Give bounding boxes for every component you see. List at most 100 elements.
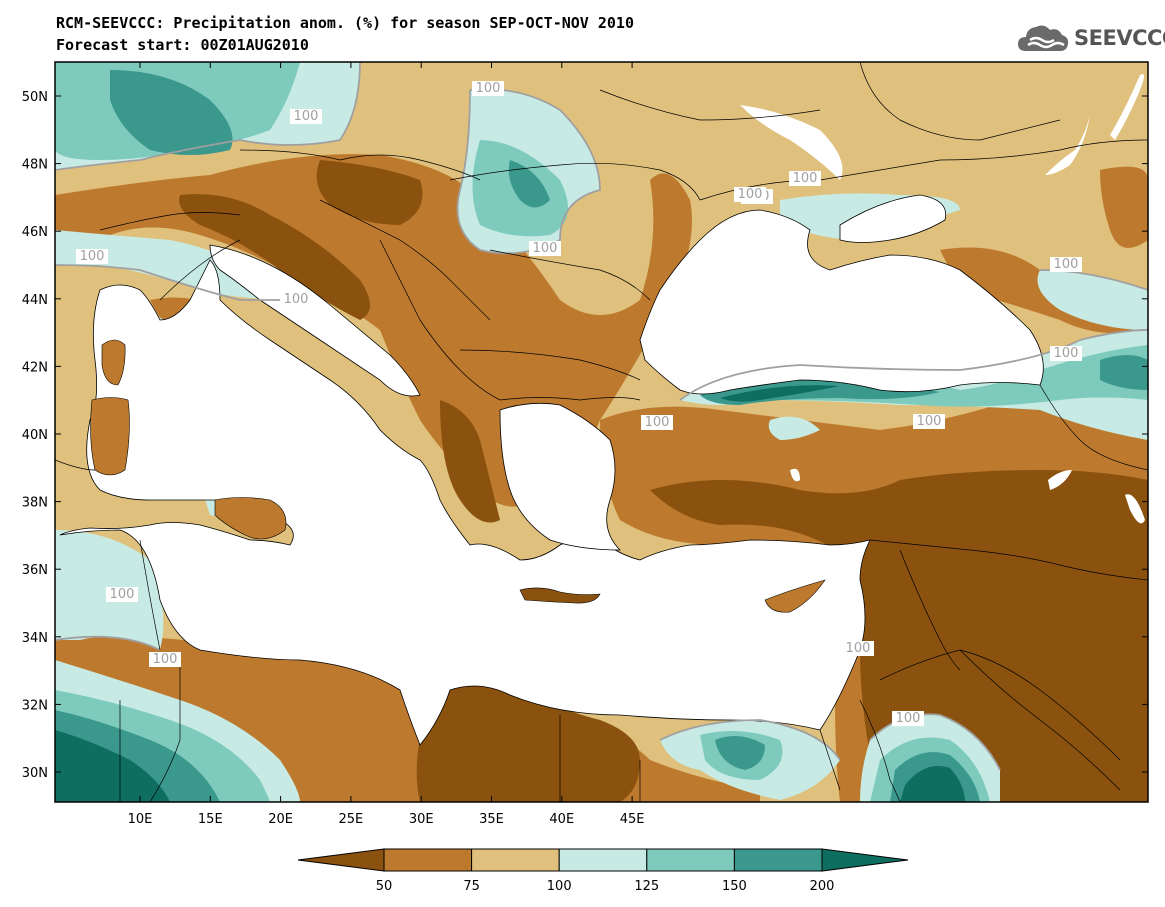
contour-label-bg xyxy=(892,711,924,726)
contour-label: 100 xyxy=(1054,346,1079,361)
lat-tick-label: 30N xyxy=(22,766,48,781)
lat-tick-label: 40N xyxy=(22,428,48,443)
island-cyprus xyxy=(764,579,826,613)
colorbar-label: 200 xyxy=(810,879,835,894)
lat-tick-label: 44N xyxy=(22,293,48,308)
field-mid-teal-north xyxy=(110,70,233,155)
contour-label-bg xyxy=(1050,346,1082,361)
contour-label-bg xyxy=(529,241,561,256)
sea-mediterranean xyxy=(59,259,871,746)
contour-label: 100 xyxy=(284,292,309,307)
sea-aegean xyxy=(499,402,621,551)
lon-tick-label: 20E xyxy=(268,812,293,827)
forecast-start: Forecast start: 00Z01AUG2010 xyxy=(56,36,309,54)
contour-label-bg xyxy=(472,81,504,96)
colorbar: 50 75 100 125 150 200 xyxy=(297,848,909,894)
colorbar-label: 75 xyxy=(463,879,480,894)
contour-label-bg xyxy=(641,415,673,430)
colorbar-label: 100 xyxy=(547,879,572,894)
contour-label: 100 xyxy=(1054,257,1079,272)
lat-tick-label: 48N xyxy=(22,158,48,173)
colorbar-swatch-high xyxy=(821,848,909,872)
lake-patch xyxy=(790,468,800,482)
field-pale-teal-north-anatolia xyxy=(768,416,820,440)
contour-label-bg xyxy=(789,171,821,186)
contour-label: 100 xyxy=(80,249,105,264)
anomaly-field xyxy=(55,62,1148,802)
lat-tick-label: 38N xyxy=(22,496,48,511)
colorbar-label: 50 xyxy=(376,879,393,894)
island-corsica xyxy=(101,339,126,386)
seevccc-logo: SEEVCCC xyxy=(1016,20,1165,56)
field-dark-brown-greece xyxy=(440,400,500,523)
cloud-icon xyxy=(1018,25,1069,51)
contour-label: 100 xyxy=(793,171,818,186)
lake-patch xyxy=(1048,470,1072,490)
field-pale-teal-east-black-sea xyxy=(1037,270,1148,330)
colorbar-swatch xyxy=(383,848,473,872)
colorbar-swatch xyxy=(646,848,735,872)
map-frame xyxy=(54,61,1149,803)
field-dark-teal-africa xyxy=(55,730,170,802)
contour-label-bg xyxy=(1050,257,1082,272)
contour-label-bg xyxy=(106,587,138,602)
sea-adriatic xyxy=(209,244,421,397)
colorbar-swatch xyxy=(558,848,648,872)
field-dark-brown-pannonia xyxy=(316,160,423,225)
contour-label: 100 xyxy=(533,241,558,256)
contour-label-bg xyxy=(280,292,312,307)
colorbar-label: 150 xyxy=(722,879,747,894)
sea-black-sea xyxy=(639,209,1044,395)
lat-tick-label: 34N xyxy=(22,631,48,646)
contour-label-bg xyxy=(149,652,181,667)
field-mid-teal-carpathian xyxy=(508,160,550,208)
lat-tick-label: 46N xyxy=(22,225,48,240)
contour-label-bg xyxy=(913,414,945,429)
field-mid-teal-egypt xyxy=(715,736,765,770)
contour-label: 100 xyxy=(476,81,501,96)
island-sicily xyxy=(214,497,287,540)
contour-label: 100 xyxy=(917,414,942,429)
colorbar-swatch xyxy=(471,848,560,872)
lon-tick-label: 45E xyxy=(620,812,645,827)
lat-tick-label: 50N xyxy=(22,90,48,105)
lon-tick-label: 30E xyxy=(409,812,434,827)
colorbar-label: 125 xyxy=(634,879,659,894)
field-mid-teal-georgia xyxy=(1100,355,1148,390)
lake-patch xyxy=(1125,494,1145,524)
contour-label: 100 xyxy=(738,187,763,202)
lat-tick-label: 36N xyxy=(22,563,48,578)
contour-label-bg xyxy=(290,109,322,124)
lake-patch xyxy=(1110,74,1144,140)
logo-text: SEEVCCC xyxy=(1074,26,1165,50)
lake-patch xyxy=(1045,115,1090,175)
lat-tick-label: 32N xyxy=(22,698,48,713)
colorbar-swatch xyxy=(733,848,823,872)
contour-label: 100 xyxy=(846,641,871,656)
lon-tick-label: 25E xyxy=(339,812,364,827)
colorbar-swatch-low xyxy=(297,848,385,872)
contour-labels: 100 100 100 100 100 100 100 100 100 100 100 100 100 1… xyxy=(76,81,1082,726)
contour-label-bg xyxy=(842,641,874,656)
lon-tick-label: 40E xyxy=(549,812,574,827)
lon-tick-label: 35E xyxy=(479,812,504,827)
island-sardinia xyxy=(90,397,130,476)
contour-label-bg xyxy=(734,187,766,202)
sea-crete xyxy=(519,587,601,604)
contour-label: 100 xyxy=(153,652,178,667)
field-dark-brown-alps xyxy=(179,194,370,320)
longitude-axis: 10E 15E 20E 25E 30E 35E 40E 45E xyxy=(128,62,645,827)
contour-100 xyxy=(55,62,1148,771)
lon-tick-label: 15E xyxy=(198,812,223,827)
map-title: RCM-SEEVCCC: Precipitation anom. (%) for… xyxy=(56,14,634,32)
lat-tick-label: 42N xyxy=(22,360,48,375)
lake-patch xyxy=(740,105,843,180)
field-mid-brown-ukraine xyxy=(1100,166,1148,248)
field-dark-brown-anatolia xyxy=(650,470,1148,802)
field-dark-brown-libya xyxy=(416,682,640,802)
contour-label: 100 xyxy=(110,587,135,602)
latitude-axis: 50N 48N 46N 44N 42N 40N 38N 36N 34N 32N 30N xyxy=(22,90,1148,781)
contour-label: 100 xyxy=(896,711,921,726)
country-borders xyxy=(55,62,1148,802)
